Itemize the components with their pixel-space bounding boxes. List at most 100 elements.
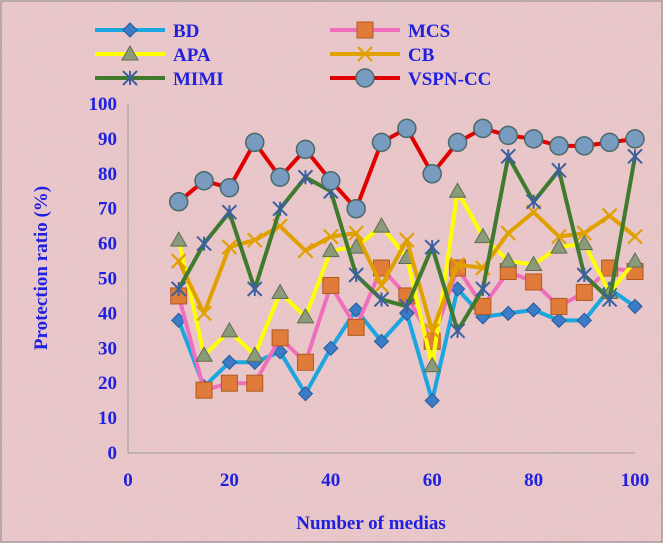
data-point bbox=[247, 281, 263, 297]
legend-label: MIMI bbox=[173, 69, 224, 90]
data-point bbox=[322, 276, 340, 294]
data-point bbox=[627, 148, 643, 165]
data-point bbox=[323, 228, 339, 245]
data-point bbox=[295, 139, 316, 160]
data-point bbox=[575, 283, 593, 301]
legend-swatch-marker bbox=[355, 68, 375, 88]
data-point bbox=[371, 132, 392, 153]
data-point bbox=[575, 234, 594, 251]
data-point bbox=[449, 323, 466, 339]
legend-label: CB bbox=[408, 45, 435, 66]
series-layer bbox=[168, 118, 645, 409]
data-point bbox=[627, 228, 643, 245]
y-tick-label: 50 bbox=[98, 269, 117, 290]
y-tick-label: 60 bbox=[98, 234, 117, 255]
data-point bbox=[551, 228, 567, 245]
data-point bbox=[372, 217, 391, 233]
data-point bbox=[348, 302, 364, 318]
legend-item-mcs: MCS bbox=[330, 21, 450, 42]
x-tick-label: 0 bbox=[123, 470, 133, 491]
data-point bbox=[576, 225, 593, 241]
data-point bbox=[346, 198, 366, 219]
legend-label: BD bbox=[173, 21, 199, 42]
axes bbox=[127, 104, 635, 454]
data-point bbox=[347, 238, 366, 254]
data-point bbox=[549, 136, 569, 156]
data-point bbox=[272, 200, 288, 217]
data-point bbox=[423, 356, 442, 373]
data-point bbox=[271, 329, 289, 347]
data-point bbox=[297, 385, 314, 402]
legend-item-apa: APA bbox=[95, 44, 211, 66]
data-point bbox=[399, 298, 415, 315]
data-point bbox=[220, 321, 239, 338]
data-point bbox=[297, 169, 314, 185]
data-point bbox=[574, 136, 595, 156]
data-point bbox=[347, 318, 365, 336]
data-point bbox=[399, 232, 415, 248]
y-tick-label: 80 bbox=[98, 164, 117, 185]
data-point bbox=[195, 381, 213, 399]
legend: BD MCS APA CB MIMI VSPN-CC bbox=[95, 21, 491, 90]
data-point bbox=[627, 298, 643, 315]
legend-swatch-marker bbox=[122, 70, 138, 86]
x-tick-label: 80 bbox=[524, 470, 543, 491]
data-point bbox=[576, 267, 593, 283]
y-tick-label: 20 bbox=[98, 373, 117, 394]
data-point bbox=[219, 178, 240, 198]
data-point bbox=[424, 239, 440, 255]
y-tick-label: 30 bbox=[98, 338, 117, 359]
x-tick-label: 20 bbox=[220, 470, 239, 491]
y-tick-label: 0 bbox=[108, 443, 118, 464]
legend-swatch-marker bbox=[122, 22, 138, 38]
data-point bbox=[245, 346, 264, 362]
data-point bbox=[348, 267, 364, 283]
data-point bbox=[195, 346, 213, 362]
data-point bbox=[246, 374, 264, 392]
legend-item-vspn-cc: VSPN-CC bbox=[330, 68, 491, 90]
data-point bbox=[525, 273, 543, 291]
data-point bbox=[373, 291, 390, 308]
data-point bbox=[550, 238, 568, 254]
data-point bbox=[397, 118, 417, 139]
data-point bbox=[601, 207, 618, 224]
tick-labels: 0 10 20 30 40 50 60 70 80 90 100 0 20 40 60 80 100 bbox=[89, 94, 650, 491]
data-point bbox=[424, 392, 440, 409]
data-point bbox=[447, 132, 468, 153]
data-point bbox=[475, 281, 491, 297]
series-cb bbox=[170, 204, 643, 339]
y-tick-label: 90 bbox=[98, 129, 117, 150]
data-point bbox=[220, 374, 238, 392]
legend-swatch-marker bbox=[356, 21, 374, 39]
x-tick-label: 40 bbox=[321, 470, 340, 491]
data-point bbox=[296, 353, 314, 371]
data-point bbox=[599, 132, 620, 153]
y-tick-label: 10 bbox=[98, 408, 117, 429]
legend-swatch-marker bbox=[121, 44, 139, 61]
y-tick-label: 40 bbox=[98, 303, 117, 324]
data-point bbox=[373, 277, 390, 294]
legend-item-mimi: MIMI bbox=[95, 69, 224, 90]
data-point bbox=[271, 283, 289, 299]
data-point bbox=[474, 227, 492, 244]
data-point bbox=[170, 281, 187, 297]
data-point bbox=[525, 194, 542, 210]
data-point bbox=[196, 235, 212, 252]
x-axis-title: Number of medias bbox=[296, 513, 446, 534]
data-point bbox=[551, 162, 567, 179]
data-point bbox=[550, 297, 568, 315]
data-point bbox=[221, 354, 238, 370]
data-point bbox=[194, 171, 214, 191]
data-point bbox=[424, 323, 440, 339]
x-tick-label: 100 bbox=[621, 470, 650, 491]
data-point bbox=[296, 307, 315, 324]
data-point bbox=[196, 305, 212, 322]
y-axis-title: Protection ratio (%) bbox=[31, 186, 52, 350]
x-tick-label: 60 bbox=[423, 470, 442, 491]
data-point bbox=[348, 225, 364, 241]
y-tick-label: 100 bbox=[89, 94, 118, 115]
data-point bbox=[551, 312, 567, 329]
data-point bbox=[576, 312, 593, 329]
